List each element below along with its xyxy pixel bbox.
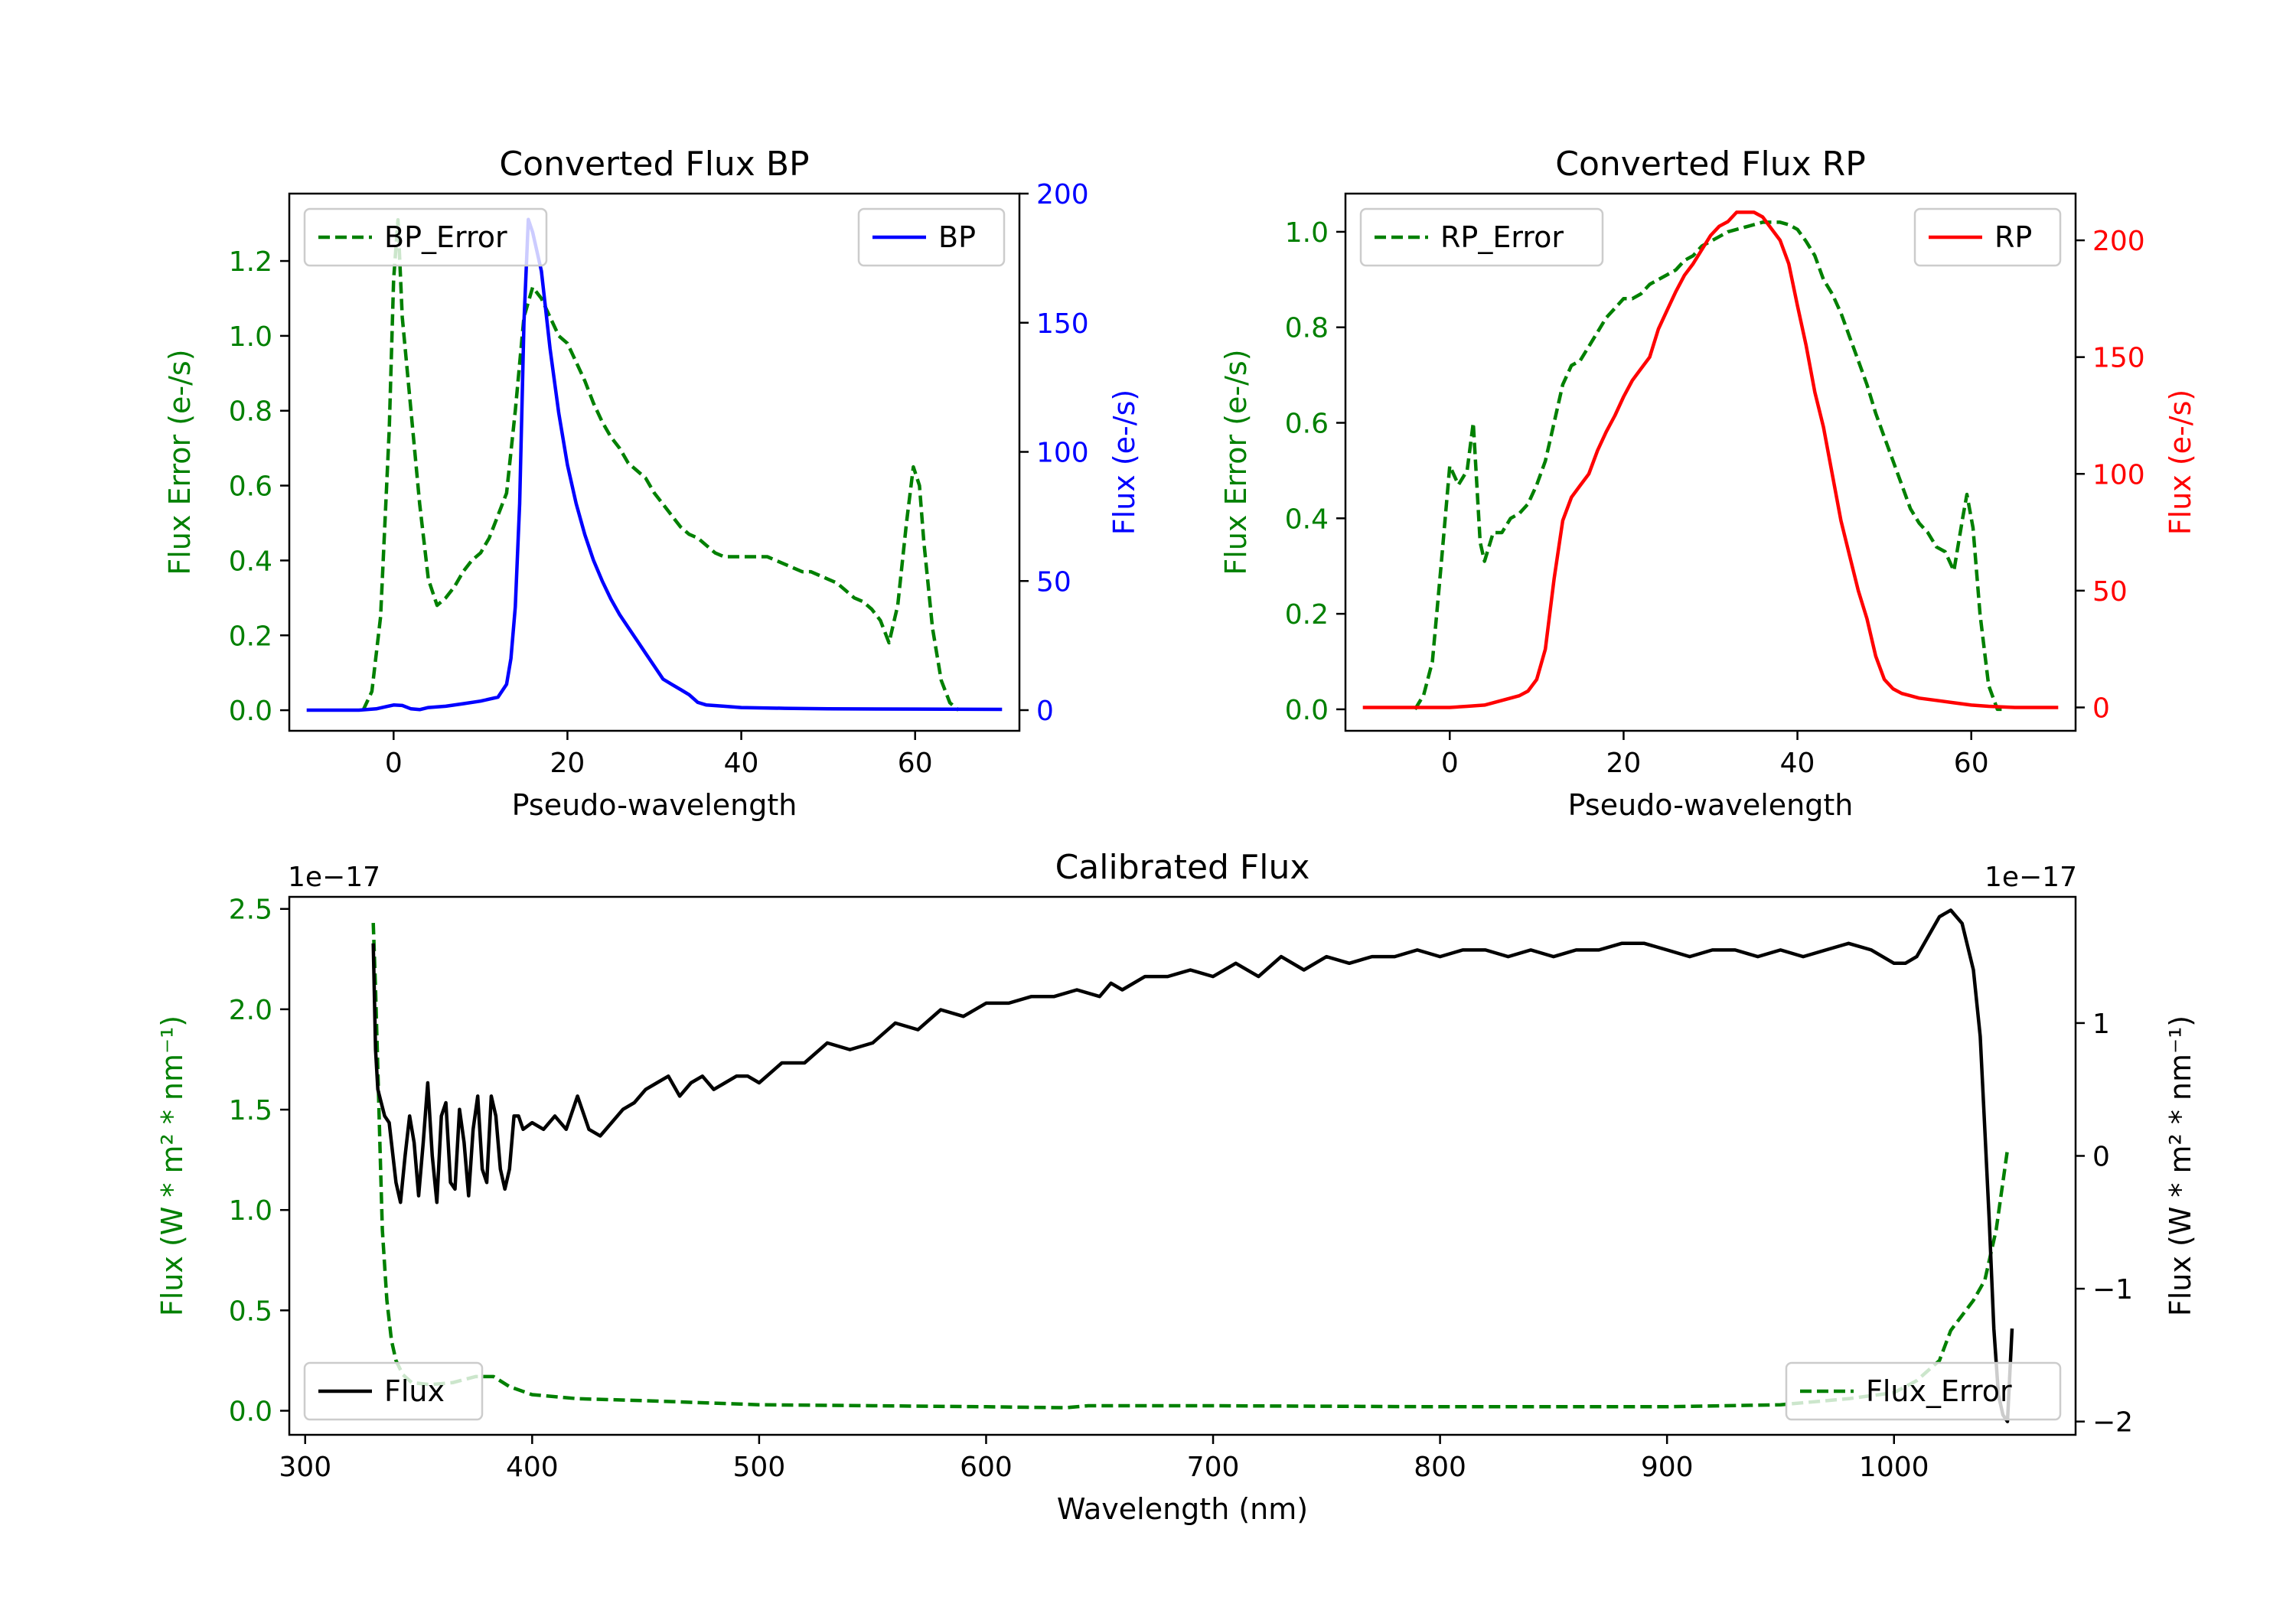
right-tick-label: 1	[2092, 1009, 2110, 1040]
left-tick-label: 0.4	[1285, 504, 1329, 535]
left-tick-label: 2.5	[229, 895, 272, 926]
left-tick-label: 0.5	[229, 1296, 272, 1327]
left-tick-label: 0.4	[229, 546, 272, 577]
series-bp-line	[306, 217, 1003, 712]
panel-2: 0 20 40 60 0.0 0.2 0.4 0.6 0.8 1.0 0 50 100 150 200 Con…	[1219, 145, 2197, 822]
axes-frame	[288, 895, 2077, 1436]
left-tick-label: 0.0	[229, 696, 272, 727]
axes-frame	[1344, 192, 2077, 732]
left-tick-label: 0.0	[229, 1397, 272, 1428]
chart-title: Converted Flux RP	[1555, 145, 1866, 184]
x-axis-label: Pseudo-wavelength	[512, 788, 797, 822]
left-axis-label: Flux Error (e-/s)	[163, 349, 197, 575]
x-axis-label: Pseudo-wavelength	[1568, 788, 1854, 822]
left-tick-label: 1.2	[229, 246, 272, 278]
right-tick-label: 50	[1036, 566, 1071, 598]
x-tick-label: 40	[1780, 748, 1815, 779]
right-tick-label: 0	[1036, 696, 1054, 727]
x-tick-label: 0	[1441, 748, 1459, 779]
right-tick-label: 200	[1036, 179, 1089, 210]
x-tick-label: 800	[1414, 1452, 1466, 1483]
x-tick-label: 300	[279, 1452, 331, 1483]
chart-title: Calibrated Flux	[1055, 848, 1310, 887]
legend-label: Flux	[384, 1374, 445, 1408]
series-rp-error-line	[1413, 220, 2007, 712]
right-tick-label: 50	[2092, 576, 2128, 608]
left-axis-label: Flux Error (e-/s)	[1219, 349, 1253, 575]
legend-label: BP_Error	[384, 220, 507, 254]
left-offset-text: 1e−17	[288, 862, 380, 893]
right-tick-label: 0	[2092, 693, 2110, 724]
left-tick-label: 0.0	[1285, 695, 1329, 726]
left-tick-label: 1.0	[1285, 217, 1329, 249]
x-tick-label: 400	[506, 1452, 559, 1483]
right-axis-label: Flux (W * m² * nm⁻¹)	[2164, 1015, 2197, 1316]
left-tick-label: 0.2	[1285, 599, 1329, 631]
x-tick-label: 60	[898, 748, 933, 779]
legend-label: RP	[1994, 220, 2032, 254]
x-tick-label: 0	[385, 748, 403, 779]
legend-rp-error: RP_Error	[1359, 207, 1604, 267]
axes-frame	[288, 192, 1021, 732]
left-tick-label: 1.5	[229, 1095, 272, 1126]
x-tick-label: 600	[960, 1452, 1013, 1483]
legend-label: RP_Error	[1440, 220, 1564, 254]
left-tick-label: 0.2	[229, 621, 272, 652]
right-tick-label: 150	[1036, 308, 1089, 340]
series-bp-error-line	[361, 217, 960, 712]
left-tick-label: 0.6	[1285, 409, 1329, 440]
series-flux-line	[371, 908, 2014, 1423]
x-tick-label: 900	[1641, 1452, 1694, 1483]
panel-1: 0 20 40 60 0.0 0.2 0.4 0.6 0.8 1.0 1.2 0 50 100 150 200…	[163, 145, 1141, 822]
right-tick-label: 200	[2092, 226, 2145, 257]
right-offset-text: 1e−17	[1985, 862, 2077, 893]
panel-3: 300 400 500 600 700 800 900 1000 0.0 0.5 1.0 1.5 2.0…	[155, 848, 2197, 1526]
legend-bp-error: BP_Error	[303, 207, 548, 267]
right-axis-label: Flux (e-/s)	[2164, 390, 2197, 535]
left-tick-label: 2.0	[229, 995, 272, 1026]
right-tick-label: 150	[2092, 343, 2145, 374]
right-tick-label: 100	[2092, 459, 2145, 491]
legend-rp: RP	[1913, 207, 2062, 267]
right-tick-label: −1	[2092, 1274, 2133, 1305]
legend-bp: BP	[857, 207, 1006, 267]
right-tick-label: 100	[1036, 438, 1089, 469]
left-tick-label: 0.6	[229, 471, 272, 503]
series-rp-line	[1362, 210, 2059, 709]
x-axis-label: Wavelength (nm)	[1057, 1492, 1308, 1526]
legend-flux: Flux	[303, 1361, 484, 1421]
x-tick-label: 40	[724, 748, 759, 779]
right-tick-label: −2	[2092, 1407, 2133, 1439]
legend-label: BP	[938, 220, 976, 254]
x-tick-label: 60	[1954, 748, 1989, 779]
x-tick-label: 20	[1606, 748, 1642, 779]
left-tick-label: 0.8	[229, 396, 272, 428]
right-axis-label: Flux (e-/s)	[1107, 390, 1141, 535]
legend-flux-error: Flux_Error	[1785, 1361, 2062, 1421]
x-tick-label: 500	[733, 1452, 786, 1483]
left-tick-label: 1.0	[229, 321, 272, 353]
right-tick-label: 0	[2092, 1141, 2110, 1172]
left-axis-label: Flux (W * m² * nm⁻¹)	[155, 1015, 189, 1316]
chart-title: Converted Flux BP	[499, 145, 809, 184]
legend-label: Flux_Error	[1866, 1374, 2012, 1408]
x-tick-label: 700	[1187, 1452, 1240, 1483]
left-tick-label: 0.8	[1285, 313, 1329, 344]
x-tick-label: 20	[550, 748, 585, 779]
series-flux-error-line	[371, 923, 2010, 1410]
left-tick-label: 1.0	[229, 1195, 272, 1227]
x-tick-label: 1000	[1859, 1452, 1929, 1483]
